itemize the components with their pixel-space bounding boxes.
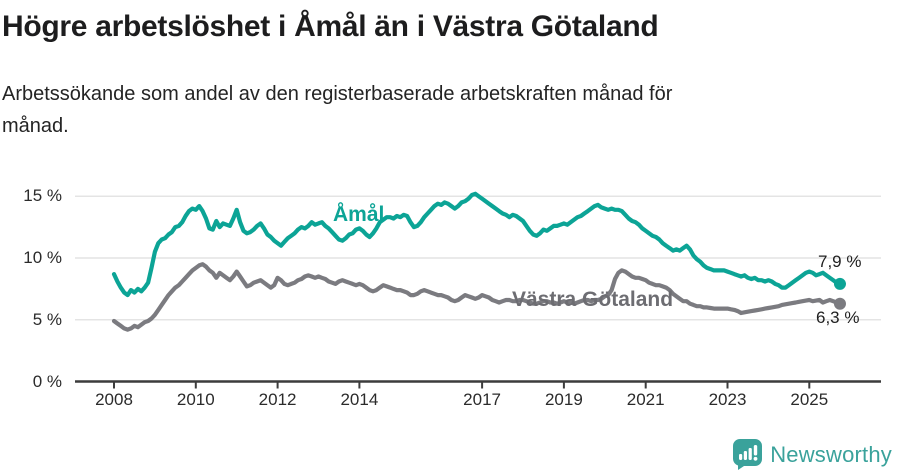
newsworthy-brand-text: Newsworthy [770,441,892,467]
series-end-dot [833,297,846,310]
subtitle-line-2: månad. [2,115,69,137]
end-value-label-vastra-gotaland: 6,3 % [816,308,860,327]
chart-subtitle: Arbetssökande som andel av den registerb… [2,78,862,142]
x-tick-label: 2008 [95,390,133,409]
x-tick-label: 2023 [708,390,747,409]
x-tick-label: 2012 [258,390,297,409]
y-tick-label: 5 % [32,309,62,329]
x-tick-label: 2014 [340,390,379,409]
page-title: Högre arbetslöshet i Åmål än i Västra Gö… [2,10,659,43]
series-label-vastra-gotaland: Västra Götaland [512,288,674,311]
x-tick-label: 2019 [544,390,583,409]
x-tick-label: 2025 [790,390,829,409]
y-tick-label: 10 % [23,248,62,267]
series-line [111,191,843,298]
y-tick-label: 15 % [23,186,62,206]
x-tick-label: 2021 [626,390,665,409]
newsworthy-brand-link[interactable]: Newsworthy [733,439,892,470]
subtitle-line-1: Arbetssökande som andel av den registerb… [2,83,673,105]
series-end-dot [833,277,846,290]
series-line [111,262,843,332]
x-tick-label: 2017 [463,390,501,409]
end-value-label-amal: 7,9 % [818,252,862,271]
series-label-amal: Åmål [333,203,385,226]
x-tick-label: 2010 [176,390,215,409]
newsworthy-logo-icon [733,439,763,470]
y-tick-label: 0 % [32,371,62,391]
